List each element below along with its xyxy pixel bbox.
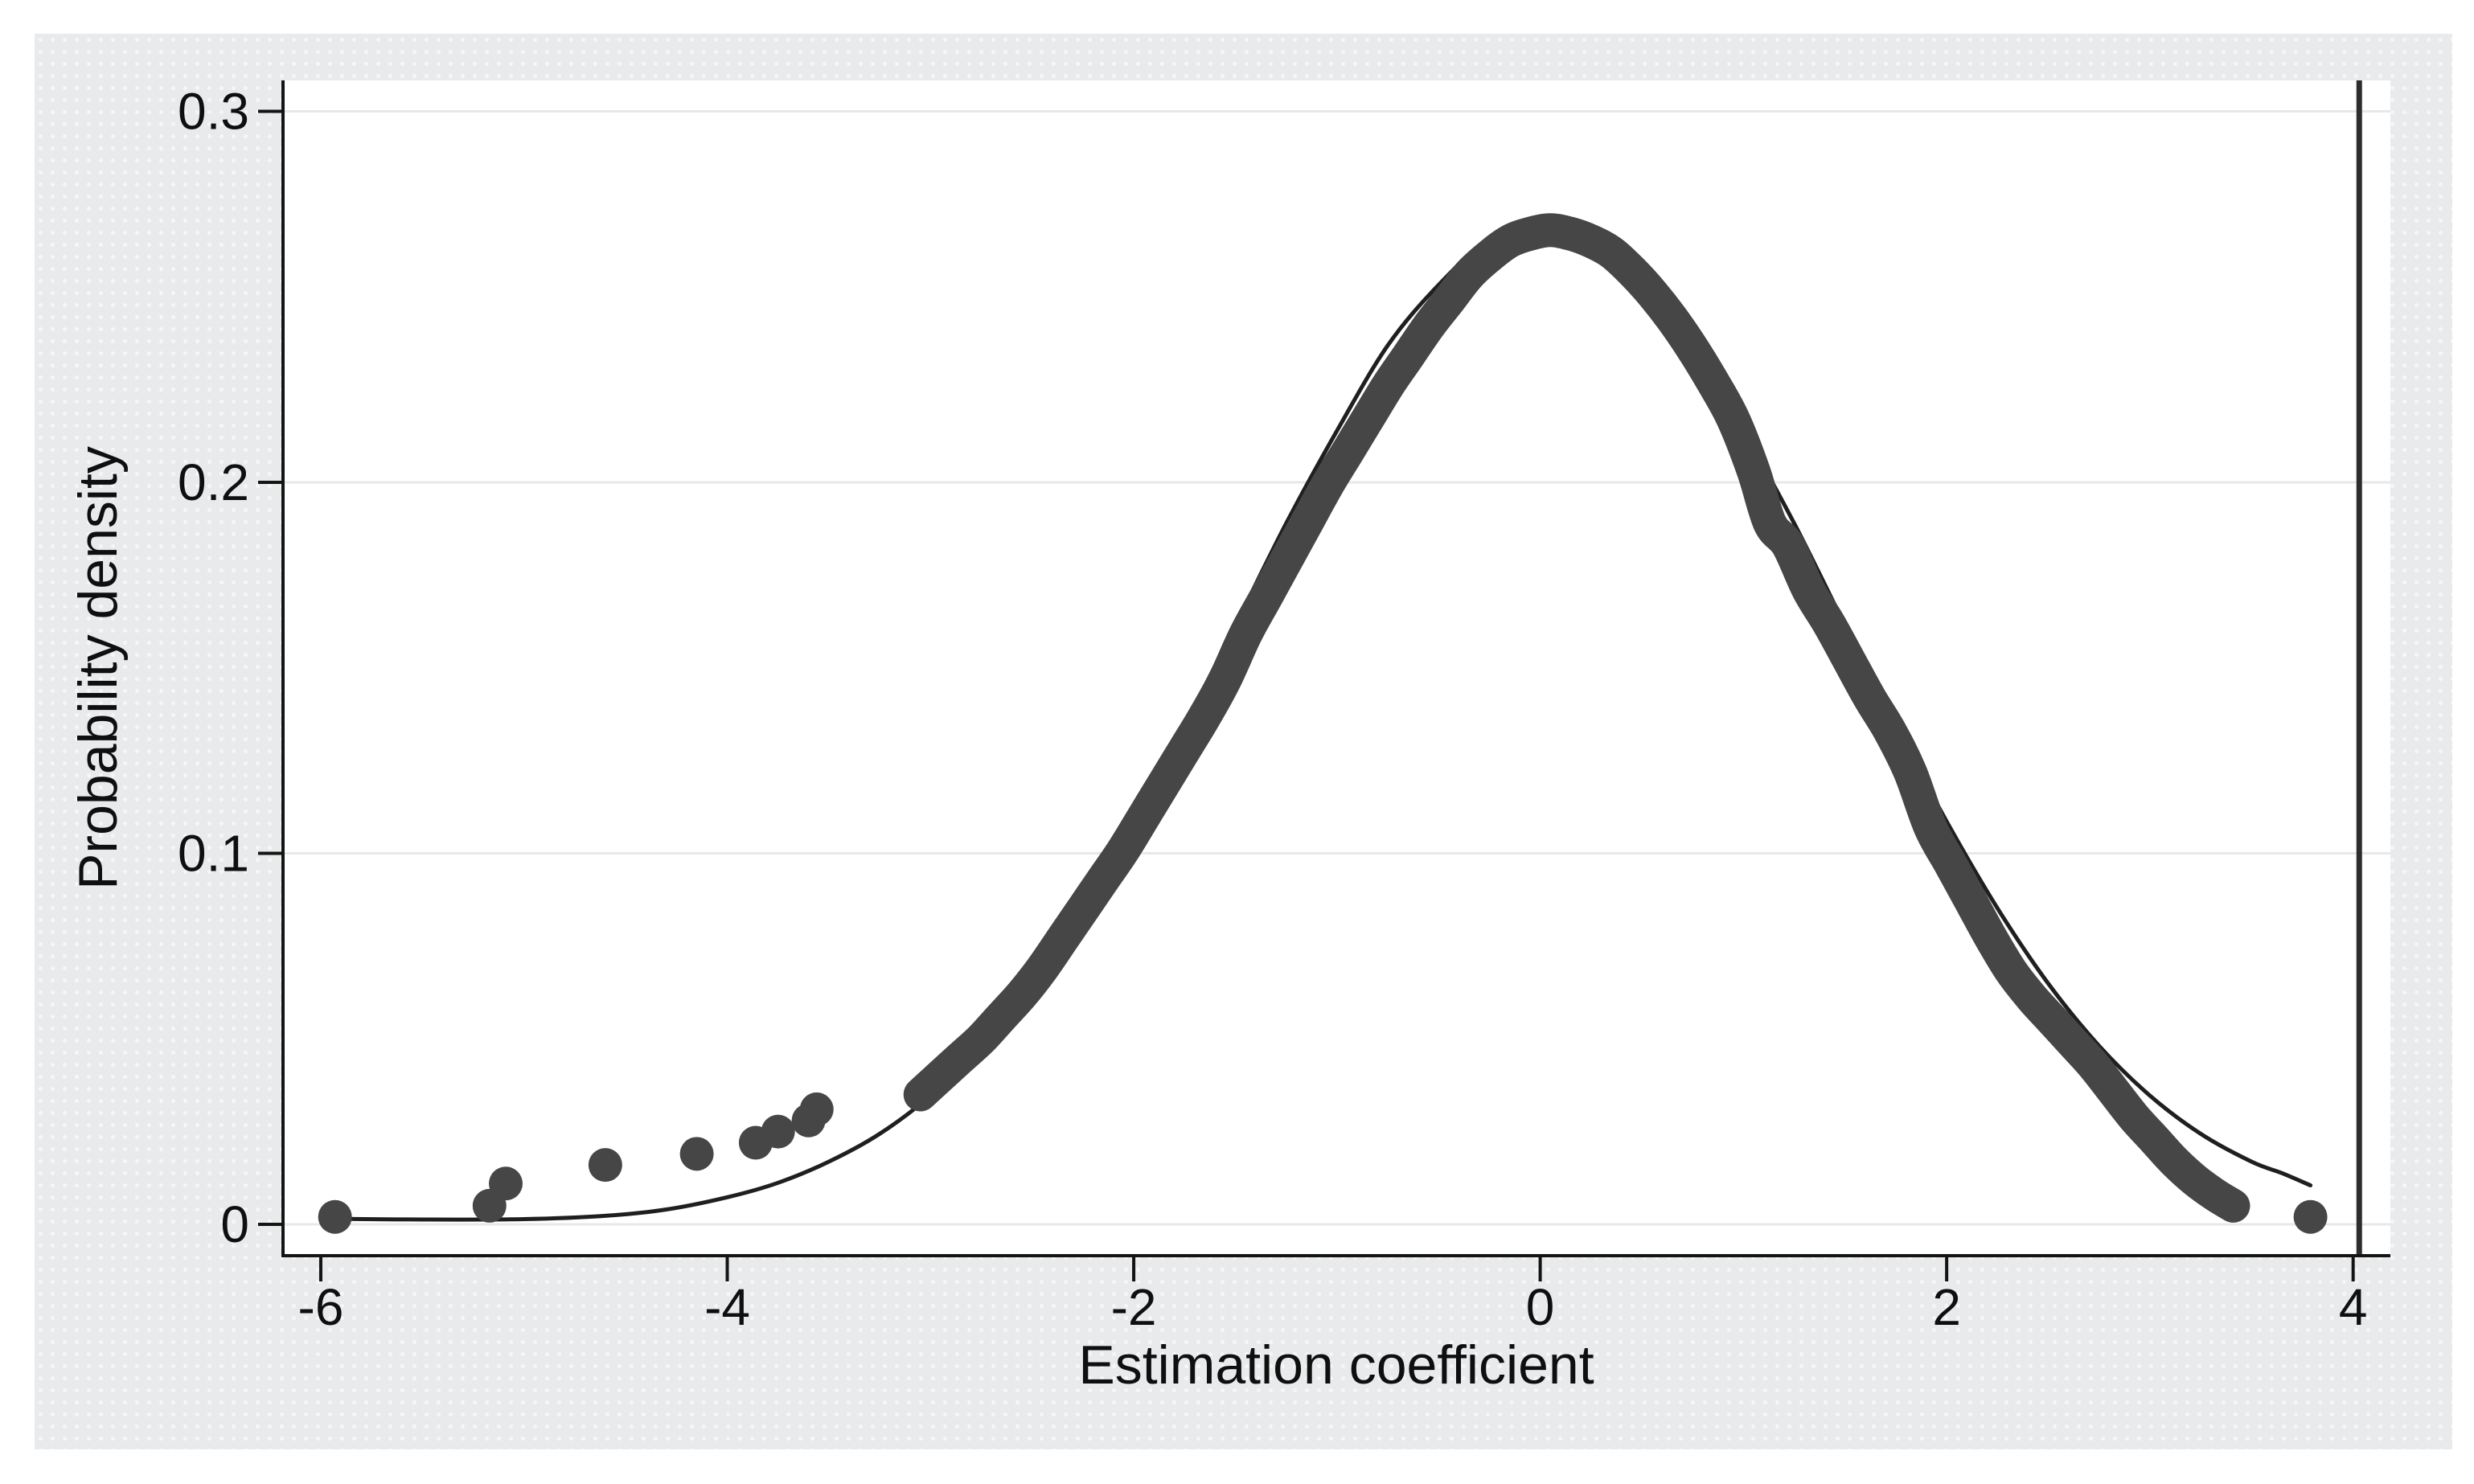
x-tick-label: 4 bbox=[2339, 1278, 2368, 1336]
y-tick-label: 0.2 bbox=[178, 453, 249, 511]
kde-outlier-dot bbox=[679, 1137, 714, 1171]
kde-outlier-dot bbox=[799, 1092, 834, 1126]
y-tick-label: 0.3 bbox=[178, 83, 249, 141]
normal-curve-line bbox=[333, 228, 2313, 1222]
kde-density-band bbox=[903, 213, 2250, 1223]
kde-outlier-dot bbox=[2293, 1199, 2328, 1234]
plot-layer: 0 0.1 0.2 0.3 -6 -4 -2 0 2 4 bbox=[178, 80, 2390, 1336]
y-tick-label: 0 bbox=[220, 1195, 249, 1253]
x-tick-label: 0 bbox=[1526, 1278, 1555, 1336]
kde-outlier-dot bbox=[588, 1148, 622, 1183]
x-axis-label: Estimation coefficient bbox=[1078, 1334, 1594, 1396]
y-tick-label: 0.1 bbox=[178, 825, 249, 883]
x-tick-label: 2 bbox=[1932, 1278, 1961, 1336]
density-chart: 0 0.1 0.2 0.3 -6 -4 -2 0 2 4 Estimation coefficie… bbox=[68, 80, 2390, 1396]
x-tick-label: -6 bbox=[298, 1278, 344, 1336]
plot-area bbox=[283, 80, 2390, 1256]
kde-outlier-dot bbox=[318, 1199, 352, 1234]
kde-outlier-dot bbox=[761, 1114, 795, 1149]
chart-panel: 0 0.1 0.2 0.3 -6 -4 -2 0 2 4 Estimation coefficie… bbox=[35, 34, 2452, 1449]
x-tick-label: -4 bbox=[704, 1278, 750, 1336]
y-axis-label: Probability density bbox=[68, 446, 129, 890]
x-tick-label: -2 bbox=[1111, 1278, 1157, 1336]
kde-outlier-dot bbox=[489, 1166, 523, 1201]
